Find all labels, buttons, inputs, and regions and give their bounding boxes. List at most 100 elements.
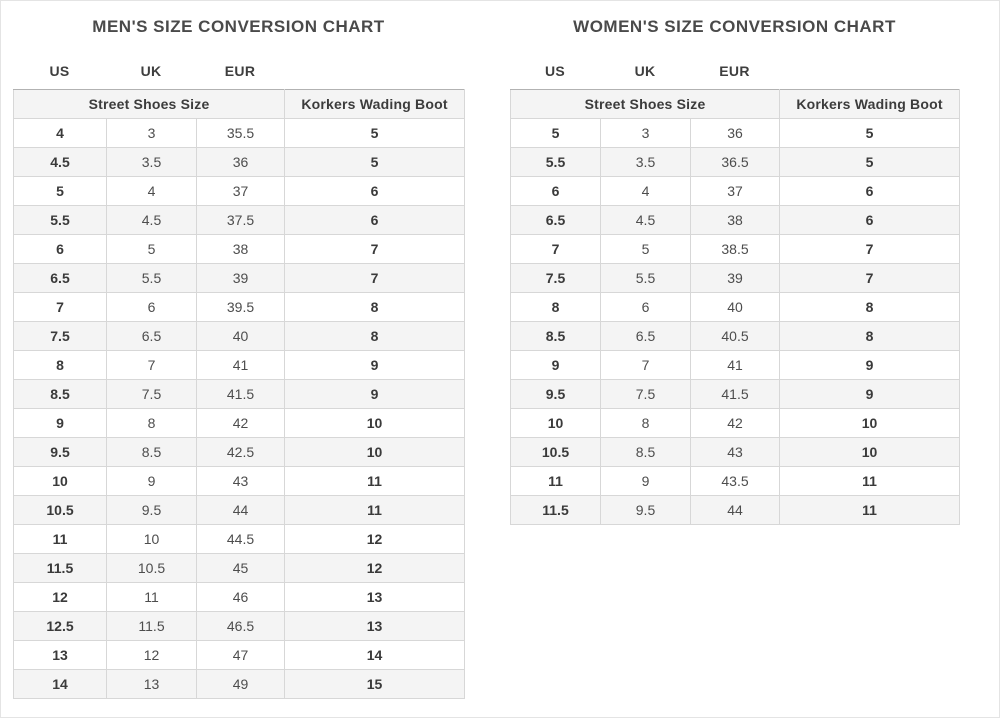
size-cell: 44	[689, 495, 781, 525]
size-cell: 7.5	[13, 321, 107, 351]
table-row: 7 5 38.5 7	[510, 234, 961, 264]
table-row: 8 6 40 8	[510, 292, 961, 322]
size-cell: 47	[195, 640, 286, 670]
size-cell: 6.5	[600, 321, 691, 351]
table-row: 9 7 41 9	[510, 350, 961, 380]
table-row: 9.5 8.5 42.5 10	[13, 437, 466, 467]
size-cell: 49	[195, 669, 286, 699]
size-cell: 3.5	[600, 147, 691, 177]
size-cell: 5	[510, 118, 601, 148]
size-cell: 8	[600, 408, 691, 438]
size-cell: 39.5	[195, 292, 286, 322]
size-cell: 8	[13, 350, 107, 380]
size-cell: 9.5	[600, 495, 691, 525]
table-row: 6.5 5.5 39 7	[13, 263, 466, 293]
size-cell: 12.5	[13, 611, 107, 641]
size-cell: 5	[284, 118, 466, 148]
size-cell: 10	[779, 408, 961, 438]
size-cell: 10	[284, 437, 466, 467]
size-cell: 11	[510, 466, 601, 496]
mens-chart-title: MEN'S SIZE CONVERSION CHART	[92, 17, 385, 36]
size-cell: 9.5	[510, 379, 601, 409]
size-cell: 7.5	[106, 379, 197, 409]
size-cell: 12	[13, 582, 107, 612]
size-cell: 10.5	[106, 553, 197, 583]
table-row: 8 7 41 9	[13, 350, 466, 380]
size-cell: 11	[13, 524, 107, 554]
mens-size-chart: MEN'S SIZE CONVERSION CHART US UK EUR St…	[12, 14, 466, 699]
size-cell: 4	[600, 176, 691, 206]
group-header-cell: Korkers Wading Boot	[779, 89, 961, 119]
size-cell: 40.5	[689, 321, 781, 351]
size-cell: 6	[284, 176, 466, 206]
size-cell: 44.5	[195, 524, 286, 554]
size-cell: 5.5	[600, 263, 691, 293]
size-cell: 43	[689, 437, 781, 467]
size-cell: 38.5	[689, 234, 781, 264]
table-row: 10 9 43 11	[13, 466, 466, 496]
table-row: 11.5 10.5 45 12	[13, 553, 466, 583]
size-cell: 6	[600, 292, 691, 322]
table-row: 12 11 46 13	[13, 582, 466, 612]
size-cell: 14	[13, 669, 107, 699]
size-cell: 9	[284, 350, 466, 380]
size-cell: 7	[13, 292, 107, 322]
size-cell: 8.5	[600, 437, 691, 467]
size-cell: 10	[106, 524, 197, 554]
size-cell: 11.5	[106, 611, 197, 641]
size-cell: 36	[689, 118, 781, 148]
size-cell: 40	[689, 292, 781, 322]
size-cell: 8	[284, 321, 466, 351]
size-cell: 6.5	[106, 321, 197, 351]
group-header-cell: Street Shoes Size	[12, 89, 286, 119]
size-cell: 13	[106, 669, 197, 699]
size-cell: 36.5	[689, 147, 781, 177]
size-cell: 14	[284, 640, 466, 670]
size-cell: 8	[779, 292, 961, 322]
table-row: 8.5 6.5 40.5 8	[510, 321, 961, 351]
table-row: 11.5 9.5 44 11	[510, 495, 961, 525]
size-cell: 37	[689, 176, 781, 206]
size-cell: 10	[779, 437, 961, 467]
size-cell: 46.5	[195, 611, 286, 641]
size-cell: 44	[195, 495, 286, 525]
size-cell: 5	[106, 234, 197, 264]
size-cell: 10.5	[13, 495, 107, 525]
table-row: 5.5 4.5 37.5 6	[13, 205, 466, 235]
size-cell: 45	[195, 553, 286, 583]
size-cell: 37.5	[195, 205, 286, 235]
size-cell: 37	[195, 176, 286, 206]
size-cell: 9.5	[13, 437, 107, 467]
womens-column-label-uk: UK	[634, 63, 656, 79]
size-cell: 38	[195, 234, 286, 264]
group-header-row: Street Shoes Size Korkers Wading Boot	[509, 89, 961, 119]
size-cell: 7	[600, 350, 691, 380]
size-cell: 11.5	[13, 553, 107, 583]
size-cell: 9	[13, 408, 107, 438]
table-row: 13 12 47 14	[13, 640, 466, 670]
size-cell: 13	[284, 582, 466, 612]
size-cell: 9.5	[106, 495, 197, 525]
size-cell: 10	[13, 466, 107, 496]
table-row: 9.5 7.5 41.5 9	[510, 379, 961, 409]
table-row: 10.5 9.5 44 11	[13, 495, 466, 525]
size-cell: 8	[106, 408, 197, 438]
table-row: 5.5 3.5 36.5 5	[510, 147, 961, 177]
size-cell: 3	[106, 118, 197, 148]
size-cell: 7	[510, 234, 601, 264]
size-cell: 3	[600, 118, 691, 148]
table-row: 5 4 37 6	[13, 176, 466, 206]
size-cell: 42.5	[195, 437, 286, 467]
size-cell: 35.5	[195, 118, 286, 148]
size-cell: 11.5	[510, 495, 601, 525]
size-cell: 8	[284, 292, 466, 322]
size-cell: 7	[284, 263, 466, 293]
size-cell: 15	[284, 669, 466, 699]
size-cell: 6	[13, 234, 107, 264]
womens-size-chart: WOMEN'S SIZE CONVERSION CHART US UK EUR …	[509, 14, 961, 525]
size-cell: 6	[284, 205, 466, 235]
size-cell: 10.5	[510, 437, 601, 467]
size-cell: 9	[510, 350, 601, 380]
size-cell: 8	[510, 292, 601, 322]
